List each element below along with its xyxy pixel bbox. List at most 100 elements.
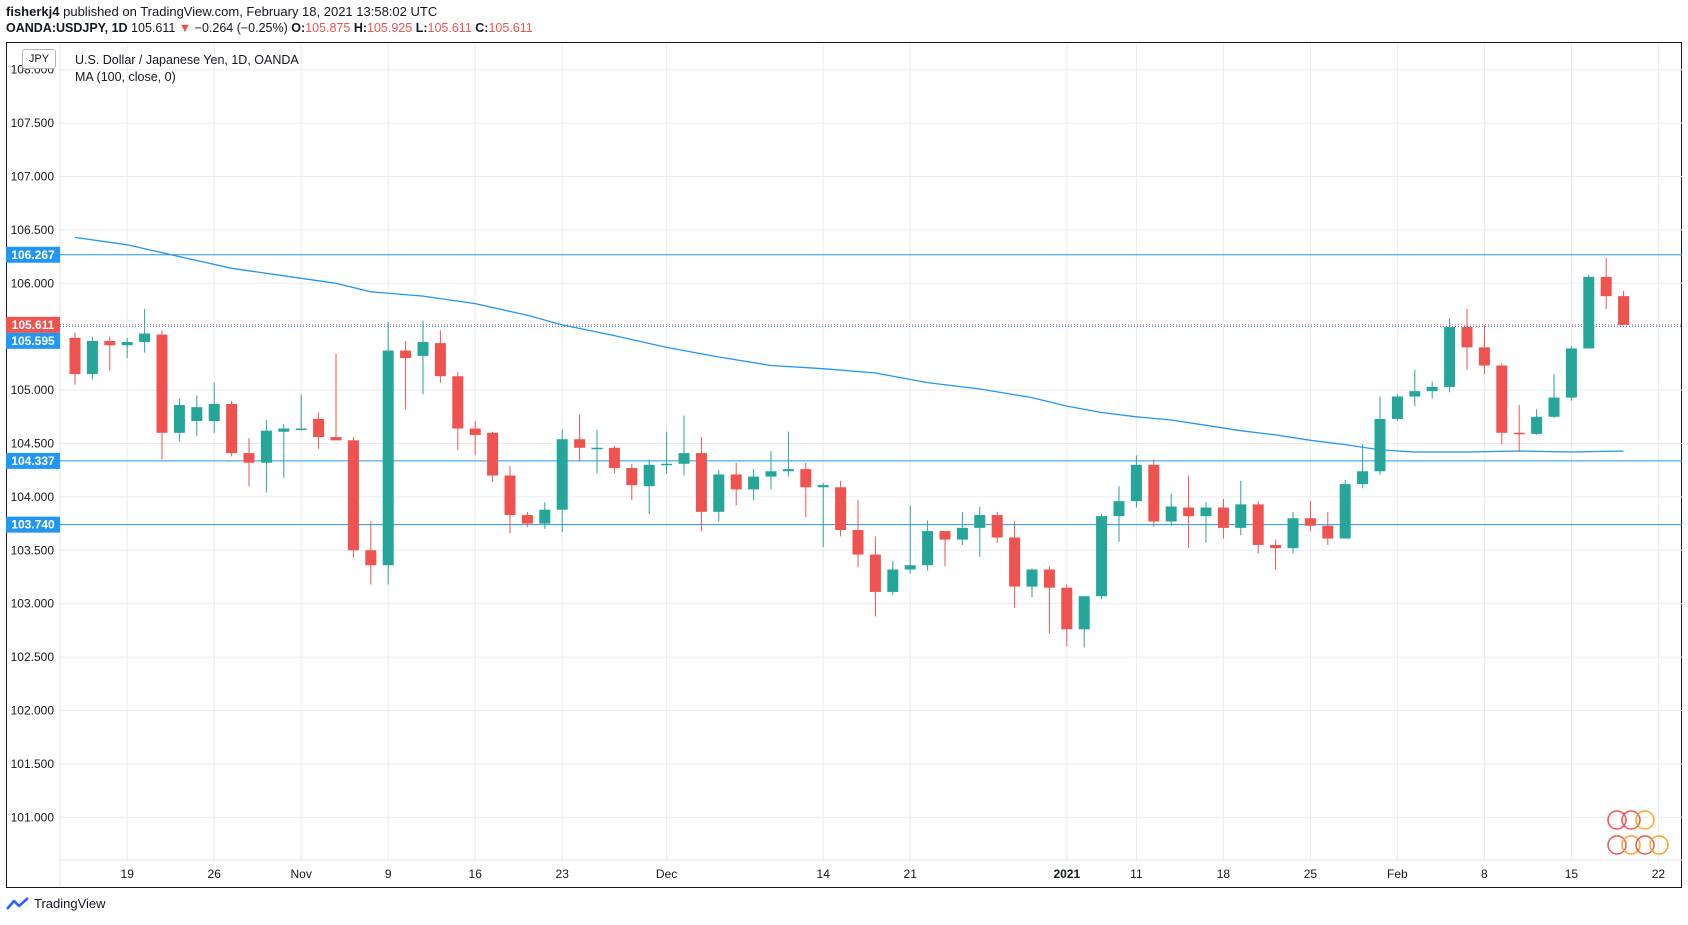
candle-body: [487, 432, 499, 476]
x-tick-label: Nov: [291, 867, 312, 881]
candle-body: [1357, 471, 1369, 485]
legend-indicator[interactable]: MA (100, close, 0): [75, 70, 176, 84]
candle-body: [1304, 518, 1316, 526]
y-tick-label: 101.500: [11, 757, 55, 771]
x-tick-label: 19: [121, 867, 135, 881]
candle-body: [835, 487, 847, 530]
candle-body: [1444, 327, 1456, 387]
candle-body: [678, 453, 690, 464]
candle-body: [1096, 516, 1108, 597]
y-tick-label: 104.000: [11, 490, 55, 504]
candle-body: [765, 471, 777, 477]
candle-body: [591, 447, 603, 450]
candle-body: [608, 447, 620, 469]
published-text: published on TradingView.com, February 1…: [63, 4, 438, 19]
legend-title[interactable]: U.S. Dollar / Japanese Yen, 1D, OANDA: [75, 53, 299, 67]
publisher-name[interactable]: fisherkj4: [6, 4, 60, 19]
candle-body: [156, 334, 168, 433]
x-tick-label: Feb: [1387, 867, 1408, 881]
candle-body: [1583, 276, 1595, 349]
level-label-box: [6, 516, 60, 533]
candle-body: [730, 474, 742, 490]
y-tick-label: 105.000: [11, 383, 55, 397]
x-tick-label: 15: [1565, 867, 1579, 881]
x-tick-label: 14: [817, 867, 831, 881]
candle-body: [887, 569, 899, 592]
y-tick-label: 102.500: [11, 650, 55, 664]
candle-body: [1287, 518, 1299, 549]
candle-body: [956, 527, 968, 540]
y-tick-label: 101.000: [11, 810, 55, 824]
candle-body: [295, 428, 307, 431]
candle-body: [1130, 464, 1142, 502]
candle-body: [939, 531, 951, 540]
candle-body: [1078, 596, 1090, 630]
candle-body: [330, 437, 342, 441]
candle-body: [1322, 525, 1334, 539]
y-tick-label: 102.000: [11, 703, 55, 717]
candle-body: [1531, 416, 1543, 434]
candle-body: [400, 350, 412, 359]
candle-body: [1200, 507, 1212, 517]
symbol-label: OANDA:USDJPY, 1D: [6, 21, 128, 35]
candle-body: [1496, 365, 1508, 433]
high-value: 105.925: [367, 21, 413, 35]
candle-body: [1183, 507, 1195, 517]
candle-body: [1270, 544, 1282, 549]
candle-body: [1391, 396, 1403, 419]
price-change: −0.264 (−0.25%): [194, 21, 288, 35]
low-label: L:: [415, 21, 428, 35]
candle-body: [1426, 386, 1438, 392]
chart-header: fisherkj4 published on TradingView.com, …: [6, 4, 533, 36]
candle-body: [1009, 537, 1021, 587]
candle-body: [417, 342, 429, 356]
x-tick-label: 26: [208, 867, 222, 881]
event-marker-icon: [1607, 810, 1627, 830]
chart-legend: U.S. Dollar / Japanese Yen, 1D, OANDA MA…: [75, 52, 299, 86]
y-tick-label: 106.000: [11, 276, 55, 290]
candle-body: [1026, 569, 1038, 587]
open-label: O:: [291, 21, 306, 35]
candle-body: [922, 531, 934, 566]
level-label-box: [6, 452, 60, 469]
currency-unit-badge[interactable]: JPY: [22, 49, 56, 69]
candle-body: [974, 515, 986, 528]
candle-body: [626, 468, 638, 486]
open-value: 105.875: [305, 21, 351, 35]
candle-body: [1217, 507, 1229, 528]
candle-body: [191, 407, 203, 422]
x-tick-label: 22: [1652, 867, 1666, 881]
candle-body: [469, 428, 481, 435]
candle-body: [226, 403, 238, 454]
candle-body: [104, 340, 116, 346]
candle-body: [556, 439, 568, 510]
candle-body: [574, 439, 586, 448]
event-marker-icon: [1607, 835, 1627, 855]
candle-body: [1618, 296, 1630, 325]
y-tick-label: 107.000: [11, 169, 55, 183]
candle-body: [539, 509, 551, 524]
y-tick-label: 107.500: [11, 116, 55, 130]
ma-price-label-box: [6, 332, 60, 349]
candle-body: [1252, 504, 1264, 545]
candle-body: [504, 475, 516, 516]
candle-body: [173, 405, 185, 433]
x-tick-label: 9: [385, 867, 392, 881]
candle-body: [86, 340, 98, 375]
close-label: C:: [475, 21, 489, 35]
candle-body: [278, 428, 290, 432]
candle-body: [1339, 484, 1351, 539]
candle-body: [121, 342, 133, 346]
candle-body: [1148, 464, 1160, 522]
ma-price-label: 105.595: [11, 334, 55, 348]
event-marker-icon: [1649, 835, 1669, 855]
candle-body: [643, 464, 655, 487]
candle-body: [243, 453, 255, 463]
candle-body: [1113, 501, 1125, 517]
level-label: 103.740: [11, 518, 55, 532]
candle-body: [991, 515, 1003, 538]
y-tick-label: 103.500: [11, 543, 55, 557]
candle-body: [904, 565, 916, 570]
footer-brand[interactable]: TradingView: [6, 896, 106, 911]
